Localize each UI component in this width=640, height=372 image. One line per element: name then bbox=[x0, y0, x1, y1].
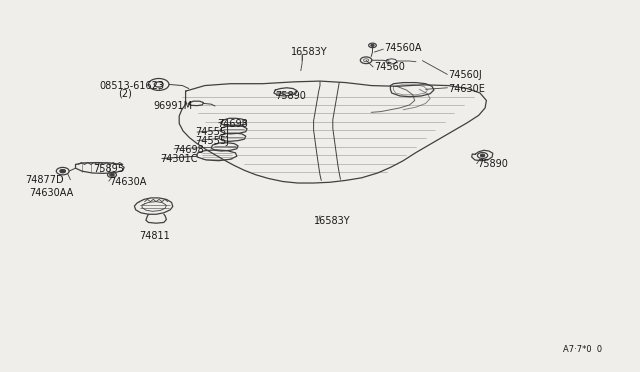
Text: 74698: 74698 bbox=[218, 119, 248, 128]
Circle shape bbox=[371, 45, 374, 46]
Text: 75890: 75890 bbox=[275, 91, 306, 101]
Circle shape bbox=[60, 170, 65, 173]
Text: (2): (2) bbox=[118, 89, 132, 99]
Circle shape bbox=[481, 154, 484, 157]
Text: 75895: 75895 bbox=[93, 164, 124, 174]
Text: 74630E: 74630E bbox=[448, 84, 485, 93]
Text: 96991M: 96991M bbox=[154, 101, 193, 111]
Circle shape bbox=[110, 174, 114, 176]
Text: 75890: 75890 bbox=[477, 160, 508, 169]
Circle shape bbox=[481, 154, 484, 157]
Text: 74555J: 74555J bbox=[195, 127, 229, 137]
Text: 74560A: 74560A bbox=[384, 44, 422, 53]
Text: 74698: 74698 bbox=[173, 145, 204, 154]
Text: 74630AA: 74630AA bbox=[29, 188, 73, 198]
Text: 74560J: 74560J bbox=[448, 70, 482, 80]
Text: 08513-61623: 08513-61623 bbox=[99, 81, 164, 90]
Text: 74877D: 74877D bbox=[26, 175, 64, 185]
Text: 16583Y: 16583Y bbox=[314, 217, 350, 226]
Text: 16583Y: 16583Y bbox=[291, 47, 328, 57]
Text: 74811: 74811 bbox=[140, 231, 170, 241]
Text: 74301C: 74301C bbox=[160, 154, 198, 164]
Text: 74560: 74560 bbox=[374, 62, 405, 72]
Text: A7·7*0  0: A7·7*0 0 bbox=[563, 345, 602, 354]
Circle shape bbox=[371, 45, 374, 46]
Text: 74630A: 74630A bbox=[109, 177, 146, 187]
Circle shape bbox=[60, 170, 65, 173]
Text: 74555J: 74555J bbox=[195, 136, 229, 145]
Circle shape bbox=[110, 174, 114, 176]
